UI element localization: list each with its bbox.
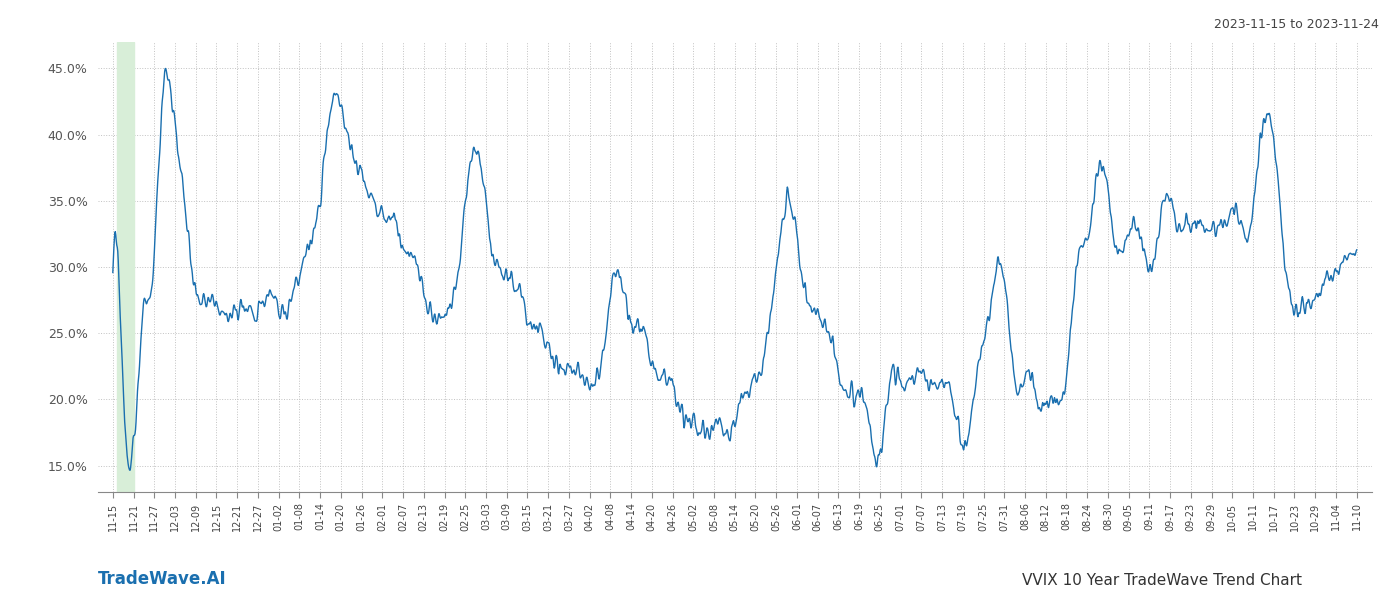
Text: VVIX 10 Year TradeWave Trend Chart: VVIX 10 Year TradeWave Trend Chart <box>1022 573 1302 588</box>
Text: 2023-11-15 to 2023-11-24: 2023-11-15 to 2023-11-24 <box>1214 18 1379 31</box>
Text: TradeWave.AI: TradeWave.AI <box>98 570 227 588</box>
Bar <box>116 42 133 492</box>
